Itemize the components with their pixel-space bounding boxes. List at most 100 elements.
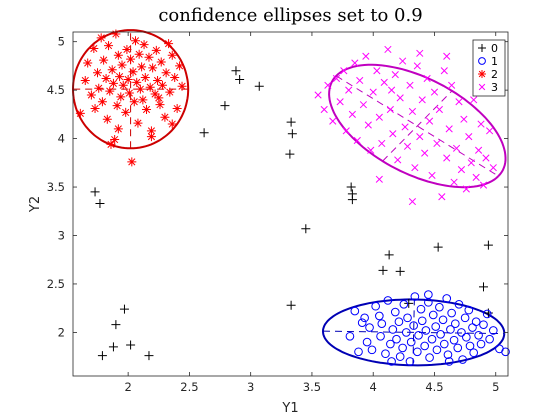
data-point-series-1 bbox=[482, 309, 492, 319]
data-point-series-2 bbox=[117, 60, 127, 70]
y-tick-label: 3 bbox=[58, 228, 65, 242]
data-point-series-1 bbox=[406, 337, 416, 347]
data-point-series-2 bbox=[122, 44, 132, 54]
data-point-series-2 bbox=[133, 118, 143, 128]
y-tick-label: 4.5 bbox=[47, 83, 65, 97]
data-point-series-3 bbox=[416, 49, 424, 57]
data-point-series-2 bbox=[145, 82, 155, 92]
data-point-series-1 bbox=[501, 347, 510, 357]
data-point-series-1 bbox=[464, 305, 474, 315]
data-point-series-3 bbox=[425, 117, 434, 125]
data-point-series-2 bbox=[144, 52, 154, 62]
data-point-series-3 bbox=[477, 120, 485, 128]
data-point-series-2 bbox=[153, 75, 163, 85]
data-point-series-1 bbox=[381, 349, 390, 359]
data-point-series-3 bbox=[342, 127, 350, 135]
data-point-series-1 bbox=[387, 357, 396, 366]
x-tick-label: 2 bbox=[124, 380, 131, 394]
data-point-series-1 bbox=[458, 355, 467, 364]
data-point-series-2 bbox=[167, 119, 177, 129]
data-point-series-3 bbox=[396, 94, 404, 102]
data-point-series-0 bbox=[378, 265, 388, 275]
data-point-series-0 bbox=[346, 182, 356, 192]
data-point-series-1 bbox=[442, 294, 452, 303]
data-point-series-2 bbox=[110, 135, 120, 145]
data-point-series-0 bbox=[395, 266, 405, 276]
data-point-series-1 bbox=[474, 330, 483, 340]
data-point-series-2 bbox=[172, 104, 182, 114]
data-point-series-3 bbox=[387, 86, 396, 94]
data-point-series-1 bbox=[469, 348, 479, 358]
data-point-series-1 bbox=[405, 357, 415, 366]
data-point-series-2 bbox=[138, 95, 148, 105]
data-point-series-2 bbox=[135, 84, 145, 94]
data-point-series-2 bbox=[164, 39, 174, 49]
data-point-series-0 bbox=[199, 128, 209, 138]
data-point-series-3 bbox=[408, 197, 417, 206]
data-point-series-0 bbox=[126, 340, 136, 350]
data-point-series-3 bbox=[445, 125, 453, 133]
ellipse-axis-1-major bbox=[322, 330, 505, 335]
data-point-series-0 bbox=[90, 187, 100, 197]
data-point-series-2 bbox=[90, 104, 100, 114]
data-point-series-1 bbox=[447, 308, 456, 318]
confidence-ellipse-3 bbox=[328, 63, 507, 189]
data-point-series-1 bbox=[401, 328, 411, 337]
data-point-series-1 bbox=[454, 299, 464, 309]
y-tick-label: 2.5 bbox=[47, 277, 65, 291]
data-point-series-3 bbox=[389, 130, 397, 138]
data-point-series-3 bbox=[433, 139, 441, 148]
legend-label-0: 0 bbox=[491, 42, 498, 55]
data-point-series-3 bbox=[421, 149, 429, 157]
data-point-series-3 bbox=[406, 81, 414, 89]
data-point-series-1 bbox=[417, 316, 427, 326]
data-point-series-2 bbox=[129, 97, 139, 107]
data-point-series-2 bbox=[175, 61, 185, 71]
data-point-series-3 bbox=[474, 146, 483, 154]
data-point-series-3 bbox=[391, 71, 399, 79]
data-point-series-1 bbox=[371, 301, 380, 311]
data-point-series-1 bbox=[354, 347, 363, 357]
data-point-series-3 bbox=[462, 185, 470, 193]
data-point-series-2 bbox=[116, 92, 126, 102]
data-point-series-2 bbox=[89, 43, 99, 53]
data-point-series-2 bbox=[111, 29, 121, 39]
data-point-series-3 bbox=[320, 105, 328, 114]
data-point-series-1 bbox=[438, 315, 448, 325]
y-tick-label: 5 bbox=[58, 35, 65, 49]
data-point-series-3 bbox=[472, 173, 480, 181]
ellipse-axis-3-major bbox=[335, 75, 499, 177]
data-point-series-0 bbox=[478, 282, 488, 292]
data-point-series-0 bbox=[254, 81, 264, 91]
data-point-series-2 bbox=[137, 62, 147, 72]
data-point-series-2 bbox=[134, 49, 144, 59]
data-point-series-2 bbox=[97, 97, 107, 107]
data-point-series-3 bbox=[467, 159, 475, 167]
data-point-series-0 bbox=[144, 351, 154, 361]
data-point-series-3 bbox=[479, 181, 488, 189]
data-point-series-1 bbox=[428, 310, 438, 320]
data-point-series-0 bbox=[119, 304, 129, 314]
data-point-series-1 bbox=[350, 306, 360, 316]
data-point-series-3 bbox=[418, 96, 426, 104]
data-point-series-3 bbox=[369, 88, 377, 96]
data-point-series-3 bbox=[356, 76, 364, 85]
data-point-series-2 bbox=[113, 124, 123, 134]
y-tick-label: 3.5 bbox=[47, 180, 65, 194]
data-point-series-1 bbox=[450, 319, 460, 328]
data-point-series-3 bbox=[430, 88, 439, 96]
data-point-series-0 bbox=[285, 149, 295, 159]
data-point-series-0 bbox=[286, 117, 296, 127]
data-point-series-1 bbox=[425, 353, 434, 362]
data-point-series-0 bbox=[108, 342, 118, 352]
data-point-series-1 bbox=[462, 332, 471, 342]
data-point-series-1 bbox=[421, 326, 431, 335]
data-point-series-1 bbox=[360, 313, 369, 323]
data-point-series-0 bbox=[95, 199, 105, 209]
data-point-series-2 bbox=[146, 132, 156, 142]
data-point-series-3 bbox=[435, 105, 443, 114]
data-point-series-1 bbox=[416, 304, 426, 314]
data-point-series-3 bbox=[452, 144, 461, 152]
data-point-series-0 bbox=[97, 351, 107, 361]
